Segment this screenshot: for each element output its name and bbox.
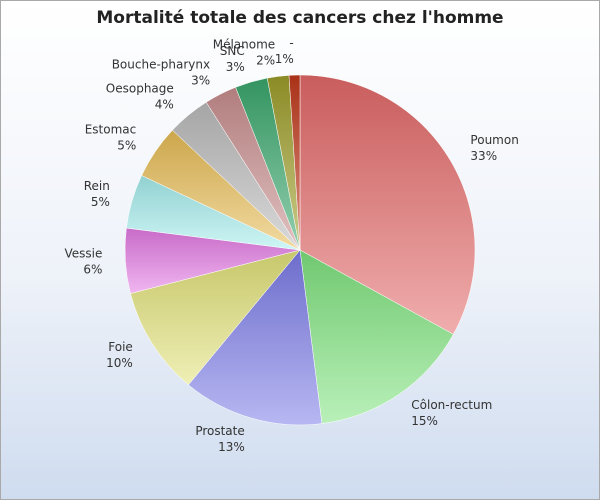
slice-value-label: 4% xyxy=(155,97,174,111)
slice-label: Estomac xyxy=(85,123,137,137)
slice-label: Bouche-pharynx xyxy=(112,58,210,72)
slice-value-label: 13% xyxy=(218,440,245,454)
pie-slice xyxy=(299,74,476,335)
slice-label: Poumon xyxy=(470,133,518,147)
slice-label: SNC xyxy=(220,44,245,58)
slice-value-label: 5% xyxy=(117,139,136,153)
slice-label: Oesophage xyxy=(106,81,174,95)
slice-value-label: 1% xyxy=(275,52,294,66)
chart-title: Mortalité totale des cancers chez l'homm… xyxy=(96,8,504,28)
pie-slice xyxy=(130,249,301,386)
slice-value-label: 3% xyxy=(226,60,245,74)
slice-value-label: 2% xyxy=(256,54,275,68)
slice-label: - xyxy=(289,36,293,50)
pie-slice xyxy=(188,249,323,426)
slice-label: Rein xyxy=(84,179,110,193)
slice-value-label: 6% xyxy=(83,262,102,276)
slice-value-label: 3% xyxy=(191,74,210,88)
pie-slice xyxy=(288,74,301,251)
slice-value-label: 15% xyxy=(411,414,438,428)
slice-label: Côlon-rectum xyxy=(411,398,492,412)
slice-value-label: 10% xyxy=(106,356,133,370)
slice-label: Vessie xyxy=(65,246,103,260)
slice-value-label: 33% xyxy=(470,149,497,163)
slice-label: Prostate xyxy=(195,424,244,438)
slice-label: Mélanome xyxy=(213,38,275,52)
slice-label: Foie xyxy=(108,340,133,354)
slice-value-label: 5% xyxy=(91,195,110,209)
pie-slice xyxy=(299,249,454,424)
